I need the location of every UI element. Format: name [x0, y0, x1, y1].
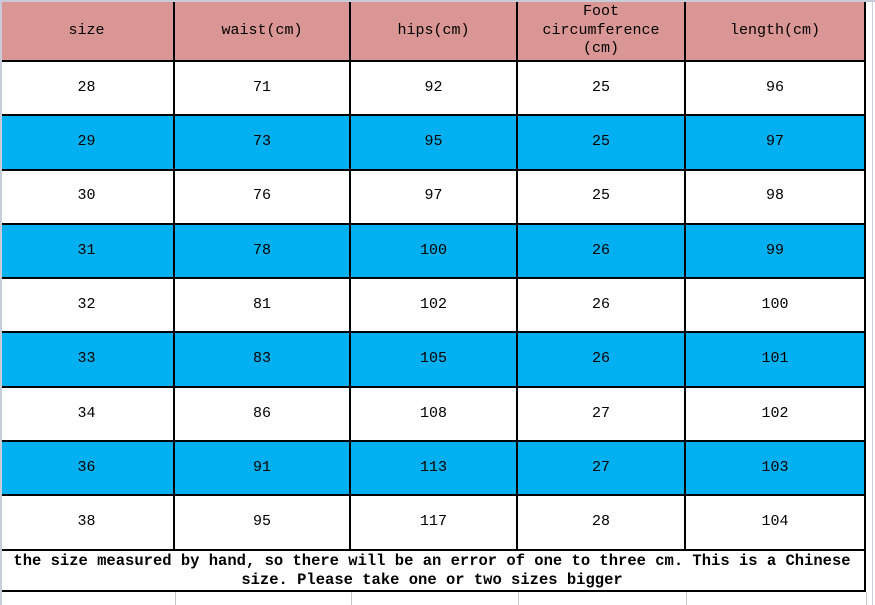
cell-hips: 92: [351, 62, 518, 117]
gridline: [686, 592, 687, 605]
table-header-row: size waist(cm) hips(cm) Foot circumferen…: [0, 2, 866, 62]
spreadsheet-gridline-strip: [0, 592, 875, 605]
table-row-size-33: 33 83 105 26 101: [0, 333, 866, 388]
column-header-hips: hips(cm): [351, 2, 518, 62]
cell-foot: 27: [518, 387, 686, 443]
cell-hips: 97: [351, 170, 518, 225]
cell-waist: 95: [175, 496, 351, 551]
cell-foot: 27: [518, 442, 686, 497]
cell-hips: 108: [351, 387, 518, 443]
cell-hips: 117: [351, 496, 518, 551]
cell-length: 103: [686, 442, 866, 497]
cell-length: 97: [686, 116, 866, 171]
cell-foot: 25: [518, 116, 686, 171]
cell-size: 34: [0, 387, 175, 443]
table-row-size-38: 38 95 117 28 104: [0, 496, 866, 551]
cell-hips: 113: [351, 442, 518, 497]
measurement-note: the size measured by hand, so there will…: [0, 551, 866, 592]
cell-waist: 86: [175, 387, 351, 443]
cell-foot: 25: [518, 62, 686, 117]
cell-size: 29: [0, 116, 175, 171]
cell-length: 98: [686, 170, 866, 225]
column-header-size: size: [0, 2, 175, 62]
cell-size: 33: [0, 333, 175, 388]
cell-length: 96: [686, 62, 866, 117]
spreadsheet-gridline-left: [0, 0, 2, 605]
cell-waist: 91: [175, 442, 351, 497]
spreadsheet-gridline-right: [872, 0, 873, 605]
cell-hips: 102: [351, 279, 518, 334]
cell-size: 36: [0, 442, 175, 497]
cell-length: 101: [686, 333, 866, 388]
gridline: [351, 592, 352, 605]
cell-foot: 28: [518, 496, 686, 551]
gridline: [175, 592, 176, 605]
table-row-size-29: 29 73 95 25 97: [0, 116, 866, 171]
cell-waist: 78: [175, 224, 351, 280]
cell-hips: 105: [351, 333, 518, 388]
cell-length: 100: [686, 279, 866, 334]
cell-size: 32: [0, 279, 175, 334]
column-header-length: length(cm): [686, 2, 866, 62]
gridline: [866, 592, 867, 605]
cell-waist: 71: [175, 62, 351, 117]
table-row-size-34: 34 86 108 27 102: [0, 387, 866, 443]
cell-waist: 83: [175, 333, 351, 388]
cell-size: 30: [0, 170, 175, 225]
cell-foot: 26: [518, 333, 686, 388]
table-row-size-30: 30 76 97 25 98: [0, 170, 866, 225]
column-header-foot-circumference: Foot circumference (cm): [518, 2, 686, 62]
table-row-size-28: 28 71 92 25 96: [0, 62, 866, 117]
cell-length: 99: [686, 224, 866, 280]
cell-foot: 26: [518, 279, 686, 334]
cell-size: 28: [0, 62, 175, 117]
cell-length: 102: [686, 387, 866, 443]
cell-length: 104: [686, 496, 866, 551]
table-row-size-31: 31 78 100 26 99: [0, 224, 866, 280]
measurement-note-line1: the size measured by hand, so there will…: [13, 551, 851, 570]
cell-waist: 76: [175, 170, 351, 225]
table-row-size-36: 36 91 113 27 103: [0, 442, 866, 497]
table-row-size-32: 32 81 102 26 100: [0, 279, 866, 334]
cell-foot: 26: [518, 224, 686, 280]
gridline: [518, 592, 519, 605]
cell-foot: 25: [518, 170, 686, 225]
cell-waist: 73: [175, 116, 351, 171]
column-header-waist: waist(cm): [175, 2, 351, 62]
cell-hips: 100: [351, 224, 518, 280]
size-chart-table: size waist(cm) hips(cm) Foot circumferen…: [0, 2, 866, 551]
spreadsheet-gridline-top: [0, 0, 875, 2]
cell-hips: 95: [351, 116, 518, 171]
cell-waist: 81: [175, 279, 351, 334]
cell-size: 38: [0, 496, 175, 551]
measurement-note-line2: size. Please take one or two sizes bigge…: [241, 570, 623, 589]
cell-size: 31: [0, 224, 175, 280]
